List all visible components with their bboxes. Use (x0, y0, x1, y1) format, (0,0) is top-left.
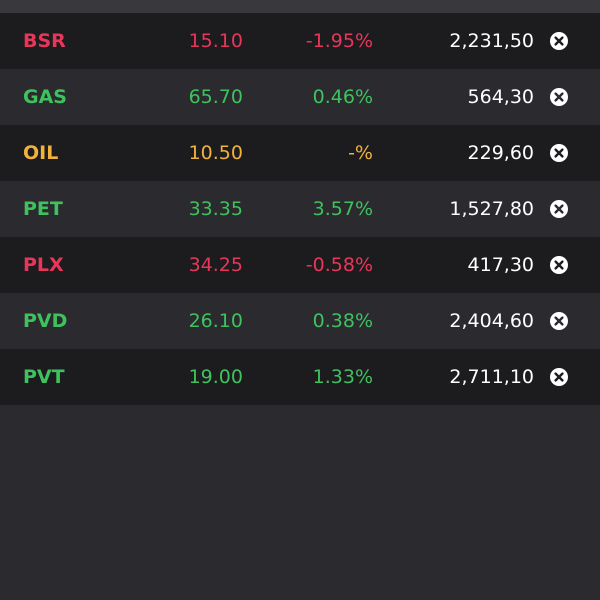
change-percent: 0.38% (312, 310, 373, 332)
price-value: 26.10 (188, 310, 243, 332)
close-circle-icon[interactable] (550, 256, 568, 274)
close-circle-icon[interactable] (550, 32, 568, 50)
volume-value: 417,30 (467, 254, 534, 276)
close-circle-icon[interactable] (550, 200, 568, 218)
price-value: 19.00 (188, 366, 243, 388)
symbol-label: PLX (23, 254, 64, 276)
symbol-label: PET (23, 198, 63, 220)
watchlist-row[interactable]: PVT 19.00 1.33% 2,711,10 (0, 349, 600, 405)
close-circle-icon[interactable] (550, 144, 568, 162)
symbol-label: BSR (23, 30, 66, 52)
symbol-label: GAS (23, 86, 67, 108)
symbol-label: PVT (23, 366, 65, 388)
change-percent: 0.46% (312, 86, 373, 108)
watchlist-row[interactable]: PVD 26.10 0.38% 2,404,60 (0, 293, 600, 349)
change-percent: -1.95% (305, 30, 373, 52)
watchlist-row[interactable]: GAS 65.70 0.46% 564,30 (0, 69, 600, 125)
change-percent: 1.33% (312, 366, 373, 388)
header-bar-edge (0, 0, 600, 13)
close-circle-icon[interactable] (550, 312, 568, 330)
volume-value: 229,60 (467, 142, 534, 164)
close-circle-icon[interactable] (550, 368, 568, 386)
empty-list-area (0, 405, 600, 600)
price-value: 10.50 (188, 142, 243, 164)
watchlist-row[interactable]: OIL 10.50 -% 229,60 (0, 125, 600, 181)
change-percent: 3.57% (312, 198, 373, 220)
price-value: 65.70 (188, 86, 243, 108)
symbol-label: PVD (23, 310, 68, 332)
volume-value: 564,30 (467, 86, 534, 108)
volume-value: 1,527,80 (449, 198, 534, 220)
symbol-label: OIL (23, 142, 59, 164)
watchlist: BSR 15.10 -1.95% 2,231,50 GAS 65.70 0.46… (0, 13, 600, 405)
watchlist-row[interactable]: PET 33.35 3.57% 1,527,80 (0, 181, 600, 237)
change-percent: -% (348, 142, 373, 164)
volume-value: 2,231,50 (449, 30, 534, 52)
price-value: 33.35 (188, 198, 243, 220)
volume-value: 2,404,60 (449, 310, 534, 332)
change-percent: -0.58% (305, 254, 373, 276)
close-circle-icon[interactable] (550, 88, 568, 106)
watchlist-row[interactable]: PLX 34.25 -0.58% 417,30 (0, 237, 600, 293)
watchlist-row[interactable]: BSR 15.10 -1.95% 2,231,50 (0, 13, 600, 69)
price-value: 34.25 (188, 254, 243, 276)
price-value: 15.10 (188, 30, 243, 52)
volume-value: 2,711,10 (449, 366, 534, 388)
